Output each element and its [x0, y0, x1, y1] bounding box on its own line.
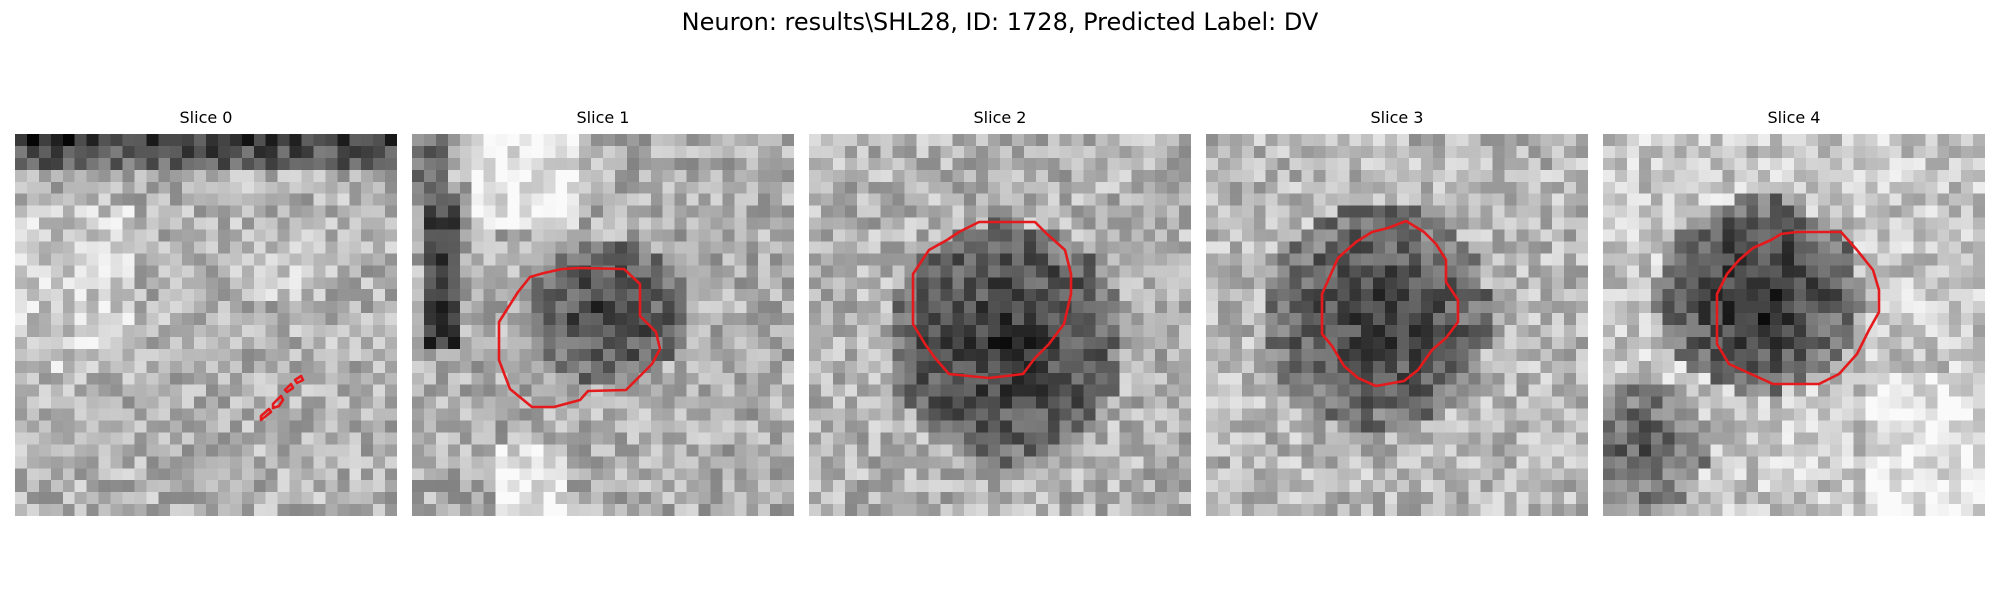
slice-title: Slice 0	[179, 108, 233, 127]
microscopy-pixels	[809, 134, 1191, 516]
slice-image	[1206, 134, 1588, 516]
segmentation-outline	[497, 266, 662, 409]
outline-path	[259, 407, 273, 422]
segmentation-outline	[911, 220, 1073, 380]
outline-path	[283, 382, 295, 394]
slice-panel-4: Slice 4	[1603, 108, 1985, 516]
microscopy-pixels	[1603, 134, 1985, 516]
slice-panel-1: Slice 1	[412, 108, 794, 516]
slice-title: Slice 2	[973, 108, 1027, 127]
slice-panel-2: Slice 2	[809, 108, 1191, 516]
outline-path	[497, 266, 662, 409]
outline-path	[293, 374, 305, 385]
outline-path	[1320, 219, 1460, 388]
microscopy-pixels	[1206, 134, 1588, 516]
slice-panel-0: Slice 0	[15, 108, 397, 516]
segmentation-outline	[259, 374, 305, 422]
outline-path	[911, 220, 1073, 380]
slice-image	[412, 134, 794, 516]
segmentation-outline	[1715, 230, 1881, 386]
outline-path	[271, 394, 285, 410]
figure-title: Neuron: results\SHL28, ID: 1728, Predict…	[681, 8, 1319, 36]
segmentation-outline	[1320, 219, 1460, 388]
slice-image	[15, 134, 397, 516]
slice-title: Slice 3	[1370, 108, 1424, 127]
slice-image	[1603, 134, 1985, 516]
slice-title: Slice 4	[1767, 108, 1821, 127]
slice-image	[809, 134, 1191, 516]
slice-panel-3: Slice 3	[1206, 108, 1588, 516]
outline-path	[1715, 230, 1881, 386]
microscopy-pixels	[412, 134, 794, 516]
microscopy-pixels	[15, 134, 397, 516]
slice-title: Slice 1	[576, 108, 630, 127]
